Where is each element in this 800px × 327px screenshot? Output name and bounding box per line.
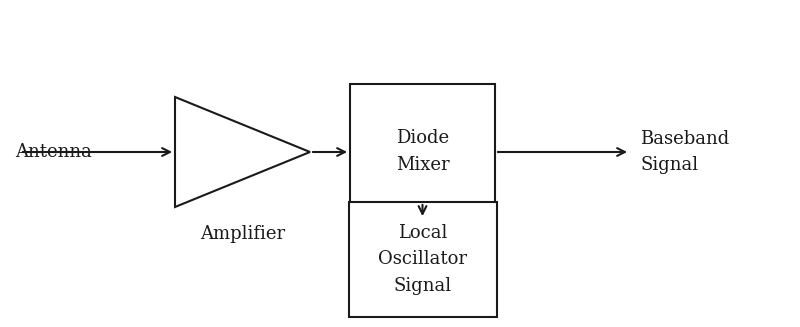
Bar [350,84,495,219]
Bar [349,202,497,317]
Text: Baseband
Signal: Baseband Signal [640,130,730,174]
Text: Local
Oscillator
Signal: Local Oscillator Signal [378,224,467,295]
Text: Amplifier: Amplifier [200,225,285,243]
Text: Antenna: Antenna [15,143,92,161]
Text: Diode
Mixer: Diode Mixer [396,129,450,174]
